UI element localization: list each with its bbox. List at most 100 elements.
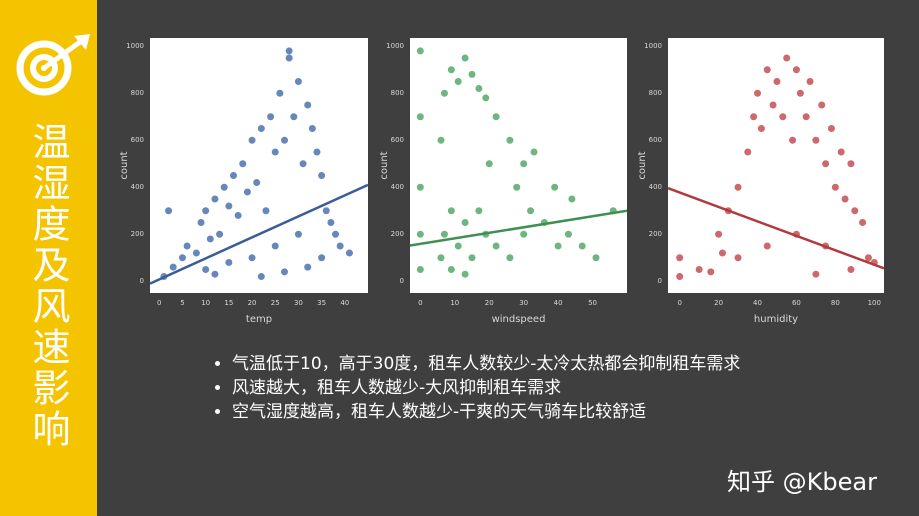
point	[336, 242, 344, 250]
point	[229, 171, 237, 179]
point	[475, 85, 483, 93]
sidebar-title: 温湿度及风速影响	[26, 122, 70, 450]
regression-line	[410, 209, 627, 247]
point	[248, 136, 256, 144]
x-tick-label: 20	[248, 299, 257, 307]
point	[281, 136, 289, 144]
x-axis-label: humidity	[754, 314, 798, 325]
point	[763, 242, 771, 250]
point	[313, 148, 321, 156]
x-axis-label: windspeed	[492, 314, 546, 325]
point	[783, 54, 791, 62]
y-tick-label: 600	[391, 136, 404, 144]
point	[485, 160, 493, 168]
point	[285, 54, 293, 62]
point	[851, 207, 859, 215]
point	[437, 254, 445, 262]
point	[447, 265, 455, 273]
point	[812, 136, 820, 144]
point	[769, 101, 777, 109]
point	[806, 77, 814, 85]
y-tick-label: 0	[400, 277, 404, 285]
point	[818, 101, 826, 109]
point	[281, 268, 289, 276]
point	[773, 77, 781, 85]
point	[841, 195, 849, 203]
point	[822, 160, 830, 168]
point	[248, 254, 256, 262]
point	[492, 242, 500, 250]
point	[454, 242, 462, 250]
y-tick-label: 1000	[386, 42, 404, 50]
point	[551, 183, 559, 191]
sidebar: 温湿度及风速影响	[0, 0, 97, 516]
point	[294, 77, 302, 85]
y-tick-label: 400	[391, 183, 404, 191]
point	[322, 207, 330, 215]
point	[468, 70, 476, 78]
x-tick-label: 20	[485, 299, 494, 307]
point	[744, 148, 752, 156]
point	[257, 124, 265, 132]
point	[676, 254, 684, 262]
point	[506, 254, 514, 262]
point	[864, 254, 872, 262]
point	[468, 254, 476, 262]
point	[416, 47, 424, 55]
point	[707, 268, 715, 276]
point	[676, 273, 684, 281]
point	[492, 113, 500, 121]
x-tick-label: 0	[157, 299, 161, 307]
x-tick-label: 80	[831, 299, 840, 307]
regression-line	[150, 183, 368, 285]
point	[812, 270, 820, 278]
x-tick-label: 0	[418, 299, 422, 307]
point	[837, 148, 845, 156]
y-tick-label: 400	[131, 183, 144, 191]
point	[513, 183, 521, 191]
x-tick-label: 50	[588, 299, 597, 307]
point	[225, 202, 233, 210]
point	[416, 113, 424, 121]
point	[520, 160, 528, 168]
point	[715, 230, 723, 238]
point	[757, 124, 765, 132]
bullet: 气温低于10，高于30度，租车人数较少-太冷太热都会抑制租车需求	[232, 352, 812, 376]
plot	[150, 47, 368, 285]
point	[763, 66, 771, 74]
point	[520, 230, 528, 238]
point	[271, 148, 279, 156]
point	[345, 249, 353, 257]
point	[202, 207, 210, 215]
point	[454, 77, 462, 85]
point	[220, 183, 228, 191]
point	[527, 207, 535, 215]
point	[847, 265, 855, 273]
point	[847, 160, 855, 168]
point	[750, 113, 758, 121]
point	[327, 218, 335, 226]
x-tick-label: 60	[792, 299, 801, 307]
point	[267, 113, 275, 121]
x-tick-label: 10	[201, 299, 210, 307]
point	[447, 66, 455, 74]
point	[416, 230, 424, 238]
bullet: 空气湿度越高，租车人数越少-干爽的天气骑车比较舒适	[232, 400, 812, 424]
y-tick-label: 200	[649, 230, 662, 238]
point	[304, 101, 312, 109]
y-tick-label: 600	[649, 136, 662, 144]
plot	[668, 54, 884, 281]
x-tick-label: 30	[519, 299, 528, 307]
point	[285, 47, 293, 55]
point	[239, 160, 247, 168]
regression-line	[668, 187, 884, 270]
point	[192, 249, 200, 257]
bullet: 风速越大，租车人数越少-大风抑制租车需求	[232, 376, 812, 400]
point	[447, 207, 455, 215]
x-tick-label: 40	[554, 299, 563, 307]
point	[294, 230, 302, 238]
point	[475, 207, 483, 215]
point	[592, 254, 600, 262]
